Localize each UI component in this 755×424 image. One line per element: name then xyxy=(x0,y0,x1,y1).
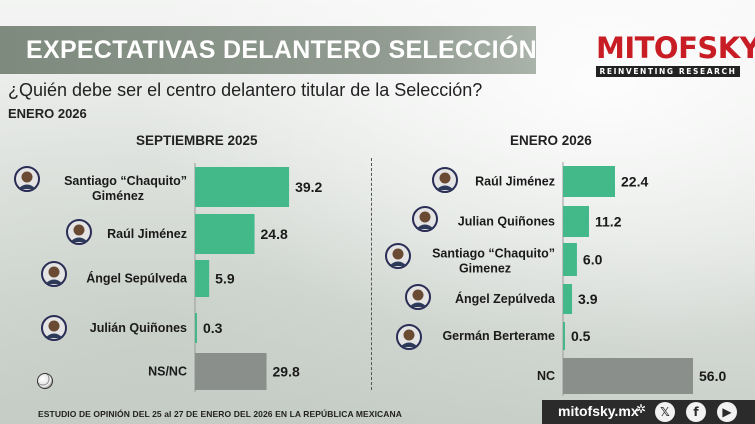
bar xyxy=(563,358,693,394)
category-label: NS/NC xyxy=(148,365,187,379)
data-label: 3.9 xyxy=(578,291,598,307)
x-icon[interactable]: 𝕏 xyxy=(655,402,675,422)
data-label: 11.2 xyxy=(595,214,622,230)
bar xyxy=(195,353,267,390)
data-label: 6.0 xyxy=(583,252,603,268)
bar xyxy=(195,260,210,297)
data-label: 39.2 xyxy=(295,179,322,195)
logo-tagline: REINVENTING RESEARCH xyxy=(596,66,740,77)
data-label: 22.4 xyxy=(621,174,648,190)
bar xyxy=(563,206,589,237)
left-panel-title: SEPTIEMBRE 2025 xyxy=(136,133,258,148)
footer-note: ESTUDIO DE OPINIÓN DEL 25 al 27 DE ENERO… xyxy=(38,409,403,419)
chart-septiembre-2025: 39.2 Santiago “Chaquito” Giménez 24.8 Raúl J… xyxy=(14,163,323,392)
data-label: 29.8 xyxy=(273,364,300,380)
click-cursor-icon: ✲ xyxy=(636,402,647,416)
category-label: Raúl Jiménez xyxy=(475,175,555,189)
mitofsky-logo: MITOFSKY REINVENTING RESEARCH xyxy=(596,31,755,77)
logo-wordmark: MITOFSKY xyxy=(596,31,755,65)
category-label: Ángel Sepúlveda xyxy=(86,271,188,286)
category-label: Santiago “Chaquito” Giménez xyxy=(64,174,187,203)
bar xyxy=(195,313,197,343)
player-photo-icon xyxy=(385,243,411,269)
soccer-ball-icon xyxy=(37,373,53,389)
bar xyxy=(195,167,290,207)
data-label: 0.3 xyxy=(203,320,223,336)
player-photo-icon xyxy=(41,315,67,341)
data-label: 0.5 xyxy=(571,328,591,344)
chart-enero-2026: 22.4 Raúl Jiménez 11.2 Julian Quiñones 6.0 Sa… xyxy=(385,162,726,396)
panel-divider xyxy=(371,158,372,390)
title-band xyxy=(0,26,536,74)
bar xyxy=(195,214,255,254)
right-panel-title: ENERO 2026 xyxy=(510,133,592,148)
player-photo-icon xyxy=(432,167,458,193)
data-label: 5.9 xyxy=(215,271,235,287)
category-label: Santiago “Chaquito” Gimenez xyxy=(432,247,555,276)
data-label: 56.0 xyxy=(699,368,726,384)
player-photo-icon xyxy=(41,261,67,287)
player-photo-icon xyxy=(405,284,431,310)
category-label: NC xyxy=(537,369,555,383)
page-title: EXPECTATIVAS DELANTERO SELECCIÓN xyxy=(26,36,538,64)
survey-question: ¿Quién debe ser el centro delantero titu… xyxy=(8,80,483,100)
facebook-icon[interactable]: f xyxy=(686,402,706,422)
bar xyxy=(563,243,577,276)
player-photo-icon xyxy=(412,206,438,232)
category-label: Ángel Zepúlveda xyxy=(455,291,556,306)
category-label: Germán Berterame xyxy=(442,329,555,343)
bar xyxy=(563,166,615,197)
youtube-icon[interactable]: ▶ xyxy=(717,402,737,422)
bar xyxy=(563,322,565,350)
category-label: Julián Quiñones xyxy=(90,321,187,335)
survey-date: ENERO 2026 xyxy=(8,106,87,121)
category-label: Raúl Jiménez xyxy=(107,227,187,241)
player-photo-icon xyxy=(14,166,40,192)
category-label: Julian Quiñones xyxy=(458,215,555,229)
site-link[interactable]: mitofsky.mx xyxy=(558,403,639,419)
player-photo-icon xyxy=(66,219,92,245)
player-photo-icon xyxy=(396,324,422,350)
bar xyxy=(563,284,573,314)
data-label: 24.8 xyxy=(261,226,288,242)
